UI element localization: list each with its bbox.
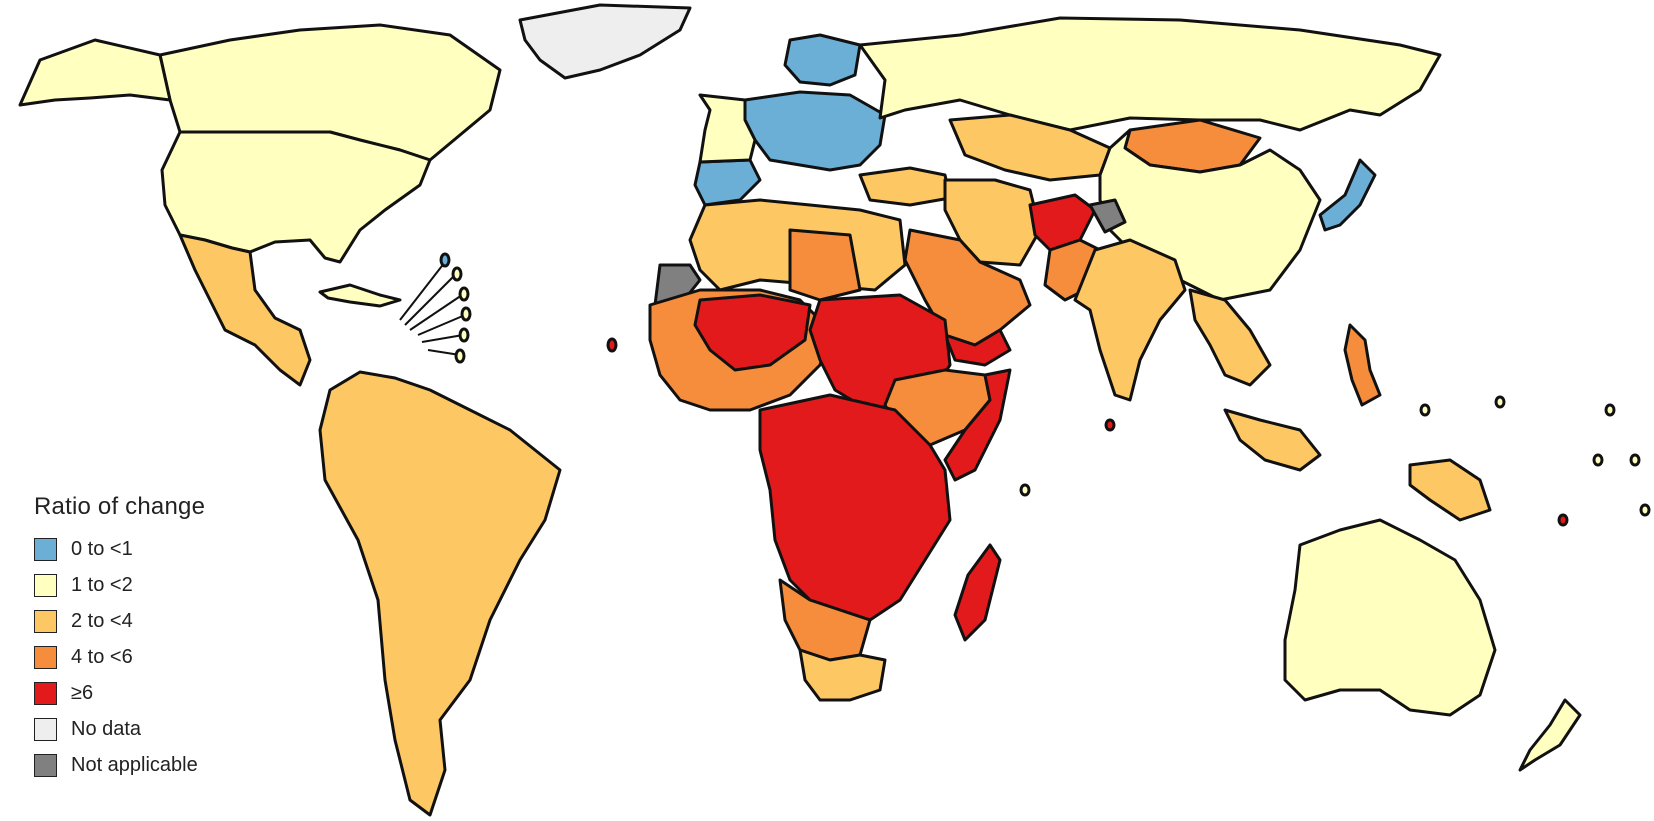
region-southeast-asia: [1188, 288, 1272, 387]
region-australia: [1283, 518, 1497, 717]
island-callout-1: [439, 252, 451, 268]
region-libya: [788, 228, 862, 302]
caribbean-callouts: [399, 261, 466, 356]
island-mauritius: [1104, 418, 1116, 432]
legend-item-not-applicable: Not applicable: [34, 747, 205, 783]
legend-label: Not applicable: [71, 753, 198, 776]
legend-swatch: [34, 645, 57, 669]
region-png: [1408, 458, 1492, 522]
island-pacific-1: [1419, 403, 1431, 417]
legend-item-2-4: 2 to <4: [34, 603, 205, 639]
region-kashmir: [1088, 198, 1127, 234]
island-pacific-3: [1604, 403, 1616, 417]
region-somalia: [943, 368, 1012, 482]
island-callout-4: [460, 306, 472, 322]
region-south-america: [318, 370, 562, 817]
region-iran: [943, 178, 1042, 267]
island-callout-6: [454, 348, 466, 364]
legend: Ratio of change 0 to <1 1 to <2 2 to <4 …: [34, 493, 205, 783]
legend-swatch: [34, 753, 57, 777]
region-sahel-red: [693, 293, 812, 372]
legend-label: No data: [71, 717, 142, 740]
region-scandinavia: [783, 33, 862, 87]
legend-swatch: [34, 537, 57, 561]
legend-label: 4 to <6: [71, 645, 133, 668]
legend-item-no-data: No data: [34, 711, 205, 747]
island-callout-5: [458, 327, 470, 343]
region-france-uk: [698, 93, 757, 164]
legend-item-1-2: 1 to <2: [34, 567, 205, 603]
legend-item-4-6: 4 to <6: [34, 639, 205, 675]
island-pacific-5: [1629, 453, 1641, 467]
region-central-africa: [758, 393, 952, 622]
region-iberia: [693, 158, 762, 207]
legend-swatch: [34, 717, 57, 741]
legend-swatch: [34, 609, 57, 633]
island-pacific-4: [1592, 453, 1604, 467]
island-seychelles: [1019, 483, 1031, 497]
legend-swatch: [34, 573, 57, 597]
legend-label: 2 to <4: [71, 609, 133, 632]
island-pacific-2: [1494, 395, 1506, 409]
island-callout-3: [458, 286, 470, 302]
region-madagascar: [953, 543, 1002, 642]
island-pacific-7: [1639, 503, 1651, 517]
region-greenland: [518, 3, 692, 80]
region-india: [1073, 238, 1187, 402]
region-south-africa: [798, 648, 887, 702]
region-europe-central: [743, 90, 887, 172]
legend-label: ≥6: [71, 681, 94, 704]
region-russia: [858, 16, 1442, 132]
region-indonesia: [1223, 408, 1322, 472]
legend-item-6-plus: ≥6: [34, 675, 205, 711]
region-caribbean: [318, 283, 402, 308]
island-pacific-6: [1557, 513, 1569, 527]
region-alaska: [18, 38, 172, 107]
legend-label: 0 to <1: [71, 537, 133, 560]
region-yemen: [943, 328, 1012, 367]
legend-item-0-1: 0 to <1: [34, 531, 205, 567]
island-cape-verde: [606, 337, 618, 353]
region-philippines: [1343, 323, 1382, 407]
region-new-zealand: [1518, 698, 1582, 772]
region-japan: [1318, 158, 1377, 232]
region-mexico: [178, 233, 312, 387]
legend-label: 1 to <2: [71, 573, 133, 596]
legend-title: Ratio of change: [34, 493, 206, 520]
island-callout-2: [451, 266, 463, 282]
legend-swatch: [34, 681, 57, 705]
region-turkey: [858, 166, 952, 207]
